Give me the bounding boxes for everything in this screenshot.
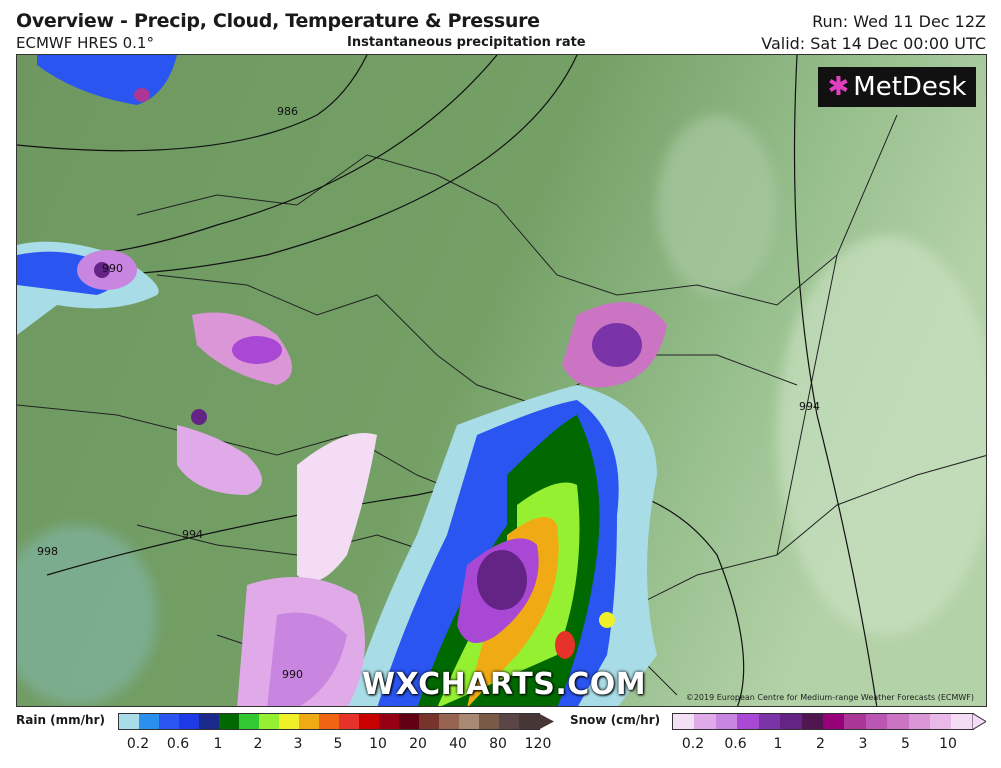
color-swatch xyxy=(673,714,695,729)
legend-tick: 1 xyxy=(773,736,783,752)
color-swatch xyxy=(259,714,279,729)
color-swatch xyxy=(951,714,973,729)
legend-tick: 5 xyxy=(333,736,343,752)
legend-tick: 2 xyxy=(816,736,825,752)
color-swatch xyxy=(822,714,845,729)
legend-tick: 40 xyxy=(449,736,467,752)
color-swatch xyxy=(179,714,199,729)
snow-colorbar xyxy=(672,713,974,730)
color-swatch xyxy=(419,714,439,729)
color-swatch xyxy=(499,714,519,729)
isobar-label: 990 xyxy=(282,668,303,681)
color-swatch xyxy=(715,714,738,729)
page-title: Overview - Precip, Cloud, Temperature & … xyxy=(16,10,540,32)
color-swatch xyxy=(239,714,259,729)
legend-tick: 5 xyxy=(901,736,910,752)
isobar-labels: 986 990 994 998 994 990 xyxy=(37,105,820,681)
model-label: ECMWF HRES 0.1° xyxy=(16,34,154,52)
color-swatch xyxy=(339,714,359,729)
color-swatch xyxy=(379,714,399,729)
color-swatch xyxy=(359,714,379,729)
color-swatch xyxy=(119,714,139,729)
color-swatch xyxy=(758,714,781,729)
color-swatch xyxy=(319,714,339,729)
color-swatch xyxy=(159,714,179,729)
legend-tick: 0.6 xyxy=(166,736,190,752)
isobar-label: 990 xyxy=(102,262,123,275)
color-swatch xyxy=(399,714,419,729)
legend-tick: 10 xyxy=(939,736,957,752)
rain-colorbar xyxy=(118,713,540,730)
precipitation xyxy=(17,55,667,706)
legend-tick: 3 xyxy=(293,736,303,752)
legend-tick: 0.2 xyxy=(681,736,705,752)
color-swatch xyxy=(519,714,539,729)
isobar-label: 994 xyxy=(182,528,203,541)
valid-time: Valid: Sat 14 Dec 00:00 UTC xyxy=(761,34,986,53)
legend-tick: 0.6 xyxy=(724,736,747,752)
legend-tick: 80 xyxy=(489,736,507,752)
watermark: WXCHARTS.COM xyxy=(362,667,647,702)
cloud-cover xyxy=(17,115,986,705)
legend-tick: 1 xyxy=(213,736,223,752)
color-swatch xyxy=(694,714,716,729)
legend-tick: 120 xyxy=(524,736,552,752)
color-swatch xyxy=(908,714,931,729)
logo-text: MetDesk xyxy=(853,72,967,102)
snow-legend-label: Snow (cm/hr) xyxy=(570,713,661,727)
run-time: Run: Wed 11 Dec 12Z xyxy=(812,12,986,31)
color-swatch xyxy=(139,714,159,729)
weather-map[interactable]: 986 990 994 998 994 990 ✱ MetDesk WXCHART… xyxy=(16,54,987,707)
rain-legend-label: Rain (mm/hr) xyxy=(16,713,105,727)
color-swatch xyxy=(801,714,823,729)
isobar-label: 986 xyxy=(277,105,298,118)
map-canvas: 986 990 994 998 994 990 xyxy=(17,55,986,706)
snow-arrow-icon xyxy=(972,713,986,730)
color-swatch xyxy=(930,714,952,729)
color-swatch xyxy=(844,714,866,729)
copyright: ©2019 European Centre for Medium-range W… xyxy=(685,693,974,702)
color-swatch xyxy=(780,714,802,729)
color-swatch xyxy=(199,714,219,729)
legend-tick: 2 xyxy=(253,736,263,752)
legend-tick: 0.2 xyxy=(126,736,150,752)
color-swatch xyxy=(459,714,479,729)
color-swatch xyxy=(299,714,319,729)
color-swatch xyxy=(219,714,239,729)
color-swatch xyxy=(479,714,499,729)
subtitle: Instantaneous precipitation rate xyxy=(347,35,586,50)
legend-tick: 20 xyxy=(409,736,427,752)
logo-flower-icon: ✱ xyxy=(827,72,850,102)
metdesk-logo: ✱ MetDesk xyxy=(818,67,976,107)
color-swatch xyxy=(439,714,459,729)
rain-arrow-icon xyxy=(538,713,554,730)
isobar-label: 994 xyxy=(799,400,820,413)
color-swatch xyxy=(887,714,909,729)
isobar-label: 998 xyxy=(37,545,58,558)
color-swatch xyxy=(865,714,888,729)
legend-tick: 10 xyxy=(369,736,387,752)
color-swatch xyxy=(737,714,759,729)
color-swatch xyxy=(279,714,299,729)
legend-tick: 3 xyxy=(858,736,868,752)
